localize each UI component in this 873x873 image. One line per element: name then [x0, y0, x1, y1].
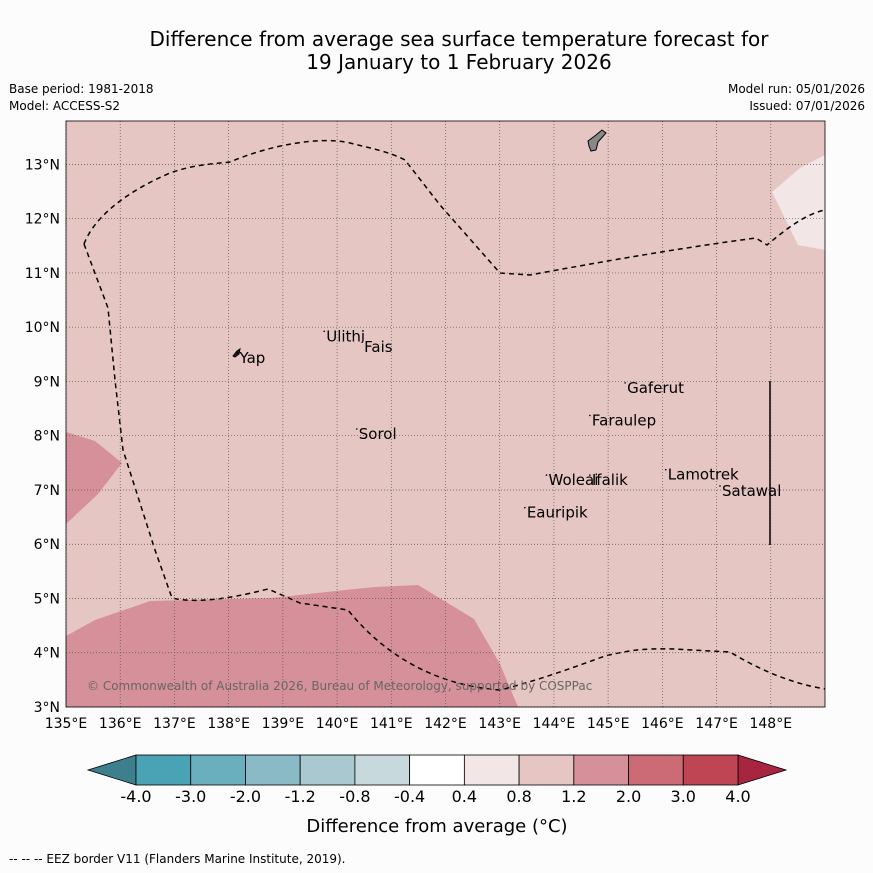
lon-tick-label: 140°E: [316, 716, 359, 732]
model-run: Model run: 05/01/2026: [727, 82, 865, 96]
colorbar-segment: [409, 754, 465, 786]
place-label-faraulep: Faraulep: [592, 411, 656, 429]
meta-right: Model run: 05/01/2026 Issued: 07/01/2026: [728, 81, 865, 115]
lon-tick-label: 138°E: [207, 716, 250, 732]
lon-tick-label: 148°E: [749, 716, 792, 732]
grid-lines: [65, 121, 825, 708]
base-period: Base period: 1981-2018: [9, 82, 154, 96]
place-label-fais: Fais: [364, 338, 393, 356]
colorbar-tick-label: -0.8: [339, 787, 370, 806]
lat-tick-label: 6°N: [34, 537, 60, 553]
lat-tick-label: 3°N: [34, 700, 60, 716]
lat-tick-label: 11°N: [25, 266, 60, 282]
place-marker-woleai: [545, 474, 548, 476]
place-marker-ulithi: [323, 330, 326, 333]
colorbar-tick-label: 0.4: [452, 787, 477, 806]
place-label-satawal: Satawal: [722, 482, 781, 500]
yap-island: [232, 347, 241, 358]
lon-tick-label: 137°E: [153, 716, 196, 732]
place-marker-yap: [236, 352, 239, 354]
colorbar-segment: [628, 754, 684, 786]
lon-tick-label: 146°E: [641, 716, 684, 732]
title-line-2: 19 January to 1 February 2026: [306, 50, 612, 74]
colorbar-segment: [573, 754, 629, 786]
place-label-woleai: Woleai: [549, 471, 599, 489]
map-frame: [65, 120, 826, 708]
place-marker-faraulep: [589, 414, 591, 417]
lat-tick-label: 10°N: [25, 320, 60, 336]
footer-note: -- -- -- EEZ border V11 (Flanders Marine…: [9, 852, 346, 866]
place-marker-satawal: [719, 485, 721, 487]
colorbar-segment: [354, 754, 411, 786]
colorbar-segment: [299, 754, 356, 786]
colorbar-tick-label: 0.8: [506, 787, 531, 806]
place-label-eauripik: Eauripik: [527, 504, 588, 522]
place-label-lamotrek: Lamotrek: [668, 466, 739, 484]
anomaly-region-northeast: [772, 155, 825, 250]
lon-tick-label: 147°E: [695, 716, 738, 732]
lat-tick-label: 7°N: [34, 483, 60, 499]
anomaly-region-south: [66, 585, 518, 707]
title-line-1: Difference from average sea surface temp…: [149, 27, 769, 51]
colorbar-segment: [518, 754, 575, 786]
colorbar-over-arrow: [737, 754, 788, 786]
copyright-notice: © Commonwealth of Australia 2026, Bureau…: [87, 679, 592, 693]
colorbar-tick-label: -4.0: [120, 787, 151, 806]
anomaly-region-west: [66, 432, 122, 524]
place-marker-fais: [361, 341, 363, 343]
place-marker-gaferut: [624, 382, 626, 384]
place-label-ifalik: Ifalik: [592, 471, 628, 489]
colorbar-segment: [135, 754, 192, 786]
lon-tick-label: 143°E: [478, 716, 521, 732]
place-marker-lamotrek: [664, 468, 667, 471]
lat-tick-label: 9°N: [34, 374, 60, 390]
lon-tick-label: 139°E: [262, 716, 305, 732]
colorbar-tick-label: -0.4: [394, 787, 425, 806]
place-label-yap: Yap: [238, 349, 265, 367]
colorbar-tick-label: 4.0: [725, 787, 750, 806]
colorbar-label: Difference from average (°C): [306, 816, 567, 837]
colorbar-tick-label: 2.0: [616, 787, 641, 806]
colorbar: -4.0 -3.0 -2.0 -1.2 -0.8 -0.4 0.4 0.8 1.2 2.0 3.0 4…: [86, 754, 788, 806]
colorbar-segment: [245, 754, 301, 786]
anomaly-fields: [66, 129, 825, 707]
lon-tick-label: 135°E: [45, 716, 88, 732]
lat-tick-label: 13°N: [25, 157, 60, 173]
place-label-gaferut: Gaferut: [627, 379, 684, 397]
lon-tick-label: 144°E: [533, 716, 576, 732]
colorbar-tick-label: 3.0: [671, 787, 696, 806]
guam-island: [587, 129, 607, 152]
colorbar-segment: [682, 754, 739, 786]
lon-tick-label: 142°E: [424, 716, 467, 732]
colorbar-segment: [463, 754, 520, 786]
place-marker-ifalik: [589, 474, 591, 476]
colorbar-tick-label: 1.2: [561, 787, 586, 806]
lat-tick-label: 12°N: [25, 212, 60, 228]
eez-border-north: [83, 139, 825, 276]
lon-tick-label: 145°E: [587, 716, 630, 732]
colorbar-tick-label: -2.0: [230, 787, 261, 806]
place-label-ulithi: Ulithi: [326, 327, 365, 345]
model-name: Model: ACCESS-S2: [9, 99, 121, 113]
colorbar-segment: [190, 754, 246, 786]
place-label-sorol: Sorol: [359, 425, 397, 443]
colorbar-tick-label: -1.2: [285, 787, 316, 806]
lat-tick-label: 8°N: [34, 429, 60, 445]
place-marker-eauripik: [524, 506, 526, 509]
lat-tick-label: 4°N: [34, 646, 60, 662]
place-marker-sorol: [355, 428, 358, 430]
lat-tick-label: 5°N: [34, 591, 60, 607]
chart-title: Difference from average sea surface temp…: [0, 28, 873, 74]
lon-tick-label: 136°E: [99, 716, 142, 732]
issued-date: Issued: 07/01/2026: [749, 99, 865, 113]
colorbar-tick-label: -3.0: [175, 787, 206, 806]
colorbar-under-arrow: [86, 754, 137, 786]
lon-tick-label: 141°E: [370, 716, 413, 732]
axis-ticks: 135°E 136°E 137°E 138°E 139°E 140°E 141°E 142°E…: [25, 157, 792, 732]
meta-left: Base period: 1981-2018 Model: ACCESS-S2: [9, 81, 154, 115]
